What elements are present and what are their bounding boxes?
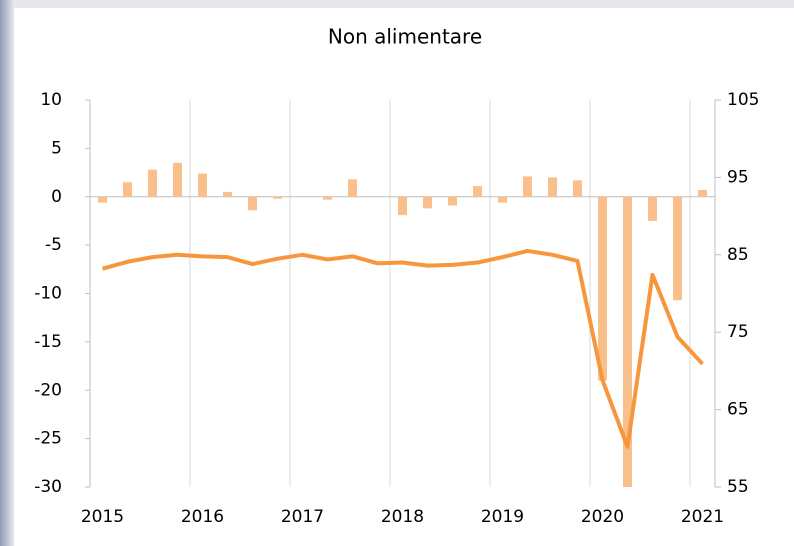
bar bbox=[398, 196, 407, 216]
y-tick-label: 5 bbox=[51, 138, 62, 158]
bar bbox=[648, 196, 657, 221]
bar bbox=[498, 196, 507, 203]
y2-tick-label: 65 bbox=[727, 400, 749, 420]
plot bbox=[98, 162, 707, 487]
y-tick-label: -15 bbox=[34, 332, 62, 352]
bar bbox=[523, 176, 532, 197]
x-tick-label: 2021 bbox=[681, 507, 724, 527]
bar bbox=[223, 191, 232, 197]
bar bbox=[448, 196, 457, 206]
bar bbox=[248, 196, 257, 211]
y2-tick-label: 85 bbox=[727, 245, 749, 265]
y-tick-label: -20 bbox=[34, 380, 62, 400]
bar bbox=[698, 189, 707, 197]
y-tick-label: 0 bbox=[51, 187, 62, 207]
bar bbox=[423, 196, 432, 209]
y2-tick-label: 95 bbox=[727, 167, 749, 187]
y-tick-label: -5 bbox=[45, 235, 62, 255]
bar bbox=[548, 177, 557, 197]
y2-tick-label: 75 bbox=[727, 322, 749, 342]
y2-tick-label: 55 bbox=[727, 477, 749, 497]
x-tick-label: 2020 bbox=[581, 507, 624, 527]
y-tick-label: -30 bbox=[34, 477, 62, 497]
x-tick-label: 2016 bbox=[181, 507, 224, 527]
bar bbox=[598, 196, 607, 381]
y-tick-label: -10 bbox=[34, 284, 62, 304]
x-tick-label: 2018 bbox=[381, 507, 424, 527]
bar bbox=[273, 196, 282, 199]
bar bbox=[573, 180, 582, 197]
line bbox=[101, 248, 704, 449]
chart-title: Non alimentare bbox=[328, 25, 482, 49]
y-tick-label: 10 bbox=[40, 90, 62, 110]
bar bbox=[348, 179, 357, 197]
bar bbox=[473, 186, 482, 197]
bar bbox=[623, 196, 632, 487]
x-tick-label: 2019 bbox=[481, 507, 524, 527]
y2-tick-label: 105 bbox=[727, 90, 759, 110]
edge bbox=[0, 0, 14, 546]
bar bbox=[173, 162, 182, 197]
bar bbox=[673, 196, 682, 301]
x-tick-label: 2017 bbox=[281, 507, 324, 527]
bar bbox=[123, 182, 132, 197]
y-tick-label: -25 bbox=[34, 429, 62, 449]
bar bbox=[148, 169, 157, 197]
bar bbox=[98, 196, 107, 203]
panel bbox=[14, 8, 794, 546]
bar bbox=[323, 196, 332, 200]
x-tick-label: 2015 bbox=[81, 507, 124, 527]
bar bbox=[198, 173, 207, 197]
